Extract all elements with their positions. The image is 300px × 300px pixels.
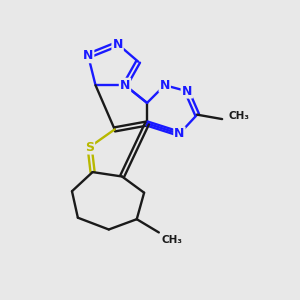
Text: S: S bbox=[85, 141, 94, 154]
Text: N: N bbox=[182, 85, 192, 98]
Text: N: N bbox=[160, 79, 170, 92]
Text: N: N bbox=[112, 38, 123, 50]
Text: CH₃: CH₃ bbox=[228, 111, 249, 121]
Text: N: N bbox=[174, 127, 184, 140]
Text: N: N bbox=[83, 49, 93, 62]
Text: N: N bbox=[120, 79, 130, 92]
Text: CH₃: CH₃ bbox=[162, 236, 183, 245]
